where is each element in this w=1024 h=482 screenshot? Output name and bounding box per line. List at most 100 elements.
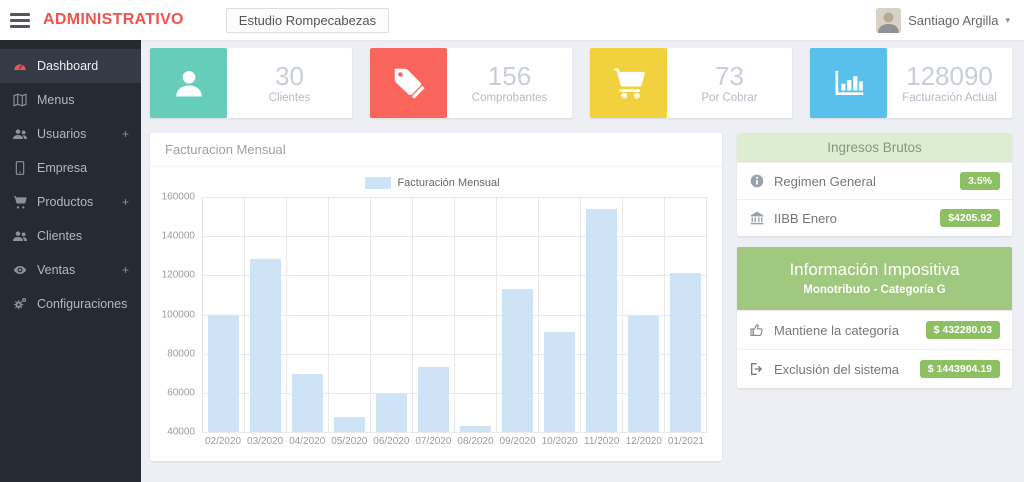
users-icon (12, 228, 28, 244)
list-item: Exclusión del sistema $ 1443904.19 (737, 349, 1012, 388)
expand-plus-icon: + (121, 127, 129, 141)
chart-slot (623, 197, 665, 432)
chart-bar[interactable] (459, 426, 492, 432)
list-item: IIBB Enero $4205.92 (737, 199, 1012, 236)
info-icon (749, 173, 765, 189)
chart-panel-title: Facturacion Mensual (150, 133, 722, 167)
chart-bar[interactable] (669, 273, 702, 432)
gridline (203, 275, 707, 277)
chart-panel: Facturacion Mensual Facturación Mensual … (150, 133, 722, 461)
x-tick-label: 10/2020 (541, 436, 578, 447)
sidebar-item-ventas[interactable]: Ventas + (0, 253, 141, 287)
app-brand: ADMINISTRATIVO (43, 11, 184, 28)
y-tick-label: 60000 (167, 387, 195, 399)
chart[interactable]: Facturación Mensual 160000 140000 120000 10… (150, 167, 722, 461)
chart-slot (329, 197, 371, 432)
chart-bar[interactable] (291, 374, 324, 432)
informacion-impositiva-title: Información Impositiva (789, 260, 960, 279)
chart-bar[interactable] (207, 314, 240, 432)
stat-card-comprobantes[interactable]: 156 Comprobantes (370, 48, 572, 118)
stat-card-clientes[interactable]: 30 Clientes (150, 48, 352, 118)
row-label: Regimen General (774, 173, 876, 189)
x-tick-label: 05/2020 (331, 436, 368, 447)
sidebar-item-menus[interactable]: Menus (0, 83, 141, 117)
x-tick-label: 11/2020 (584, 436, 620, 447)
chart-slot (413, 197, 455, 432)
chart-bar[interactable] (543, 332, 576, 432)
row-label: IIBB Enero (774, 210, 837, 226)
sidebar-item-dashboard[interactable]: Dashboard (0, 49, 141, 83)
chart-slot (287, 197, 329, 432)
user-avatar (876, 7, 902, 33)
chart-slot (203, 197, 245, 432)
x-tick-label: 07/2020 (415, 436, 452, 447)
chart-legend: Facturación Mensual (158, 177, 707, 189)
stat-cards-row: 30 Clientes 156 Comprobantes 73 Por Cobr… (150, 48, 1012, 118)
chart-bar[interactable] (417, 367, 450, 432)
ingresos-brutos-title: Ingresos Brutos (737, 133, 1012, 162)
sidebar-item-label: Menus (37, 93, 75, 107)
sidebar-item-configuraciones[interactable]: Configuraciones (0, 287, 141, 321)
chart-bar[interactable] (249, 258, 282, 432)
sidebar-item-clientes[interactable]: Clientes (0, 219, 141, 253)
status-badge: $4205.92 (940, 209, 1000, 227)
bank-icon (749, 210, 765, 226)
users-icon (12, 126, 28, 142)
list-item: Mantiene la categoría $ 432280.03 (737, 310, 1012, 349)
gridline (203, 392, 707, 394)
ingresos-brutos-panel: Ingresos Brutos Regimen General 3.5% IIB… (737, 133, 1012, 236)
gears-icon (12, 296, 28, 312)
chart-bar[interactable] (375, 393, 408, 432)
legend-swatch (365, 177, 392, 189)
x-tick-label: 04/2020 (289, 436, 326, 447)
informacion-impositiva-subtitle: Monotributo - Categoría G (803, 284, 946, 296)
list-item: Regimen General 3.5% (737, 162, 1012, 199)
y-tick-label: 40000 (167, 426, 195, 438)
stat-value: 156 (487, 61, 532, 92)
expand-plus-icon: + (121, 263, 129, 277)
chart-y-axis: 160000 140000 120000 100000 80000 60000 40000 (158, 192, 202, 438)
gridline (203, 353, 707, 355)
sidebar-item-usuarios[interactable]: Usuarios + (0, 117, 141, 151)
chart-bar[interactable] (585, 208, 618, 432)
sidebar: Dashboard Menus Usuarios + Empresa Produ… (0, 40, 141, 482)
chart-bar[interactable] (627, 316, 660, 432)
sidebar-item-label: Ventas (37, 263, 76, 277)
status-badge: 3.5% (960, 172, 1000, 190)
sidebar-item-empresa[interactable]: Empresa (0, 151, 141, 185)
tablet-icon (12, 160, 28, 176)
stat-card-por-cobrar[interactable]: 73 Por Cobrar (590, 48, 792, 118)
chart-slot (455, 197, 497, 432)
sidebar-item-label: Configuraciones (37, 297, 128, 311)
informacion-impositiva-header: Información Impositiva Monotributo - Cat… (737, 247, 1012, 310)
y-tick-label: 120000 (161, 269, 195, 281)
hamburger-menu-icon[interactable] (10, 12, 30, 28)
content-columns: Facturacion Mensual Facturación Mensual … (150, 133, 1012, 461)
bar-chart-icon (810, 48, 887, 118)
stat-card-facturacion[interactable]: 128090 Facturación Actual (810, 48, 1012, 118)
chart-bar[interactable] (333, 417, 366, 432)
x-tick-label: 08/2020 (457, 436, 494, 447)
person-icon (150, 48, 227, 118)
sidebar-item-productos[interactable]: Productos + (0, 185, 141, 219)
gridline (203, 432, 707, 433)
chart-bar[interactable] (501, 289, 534, 432)
gauge-icon (12, 58, 28, 74)
user-menu[interactable]: Santiago Argilla ▾ (876, 7, 1010, 33)
x-tick-label: 12/2020 (625, 436, 662, 447)
status-badge: $ 1443904.19 (919, 360, 1000, 378)
main-content: 30 Clientes 156 Comprobantes 73 Por Cobr… (141, 40, 1024, 482)
y-tick-label: 160000 (161, 191, 195, 203)
thumbs-up-icon (749, 322, 765, 338)
gridline (203, 314, 707, 316)
x-tick-label: 02/2020 (204, 436, 242, 447)
eye-icon (12, 262, 28, 278)
gridline (203, 197, 707, 198)
row-label: Mantiene la categoría (774, 322, 900, 338)
chart-slot (539, 197, 581, 432)
chart-slot (581, 197, 623, 432)
chevron-down-icon: ▾ (1005, 14, 1010, 25)
company-selector[interactable]: Estudio Rompecabezas (225, 7, 390, 33)
x-tick-label: 03/2020 (247, 436, 284, 447)
sidebar-item-label: Usuarios (37, 127, 87, 141)
